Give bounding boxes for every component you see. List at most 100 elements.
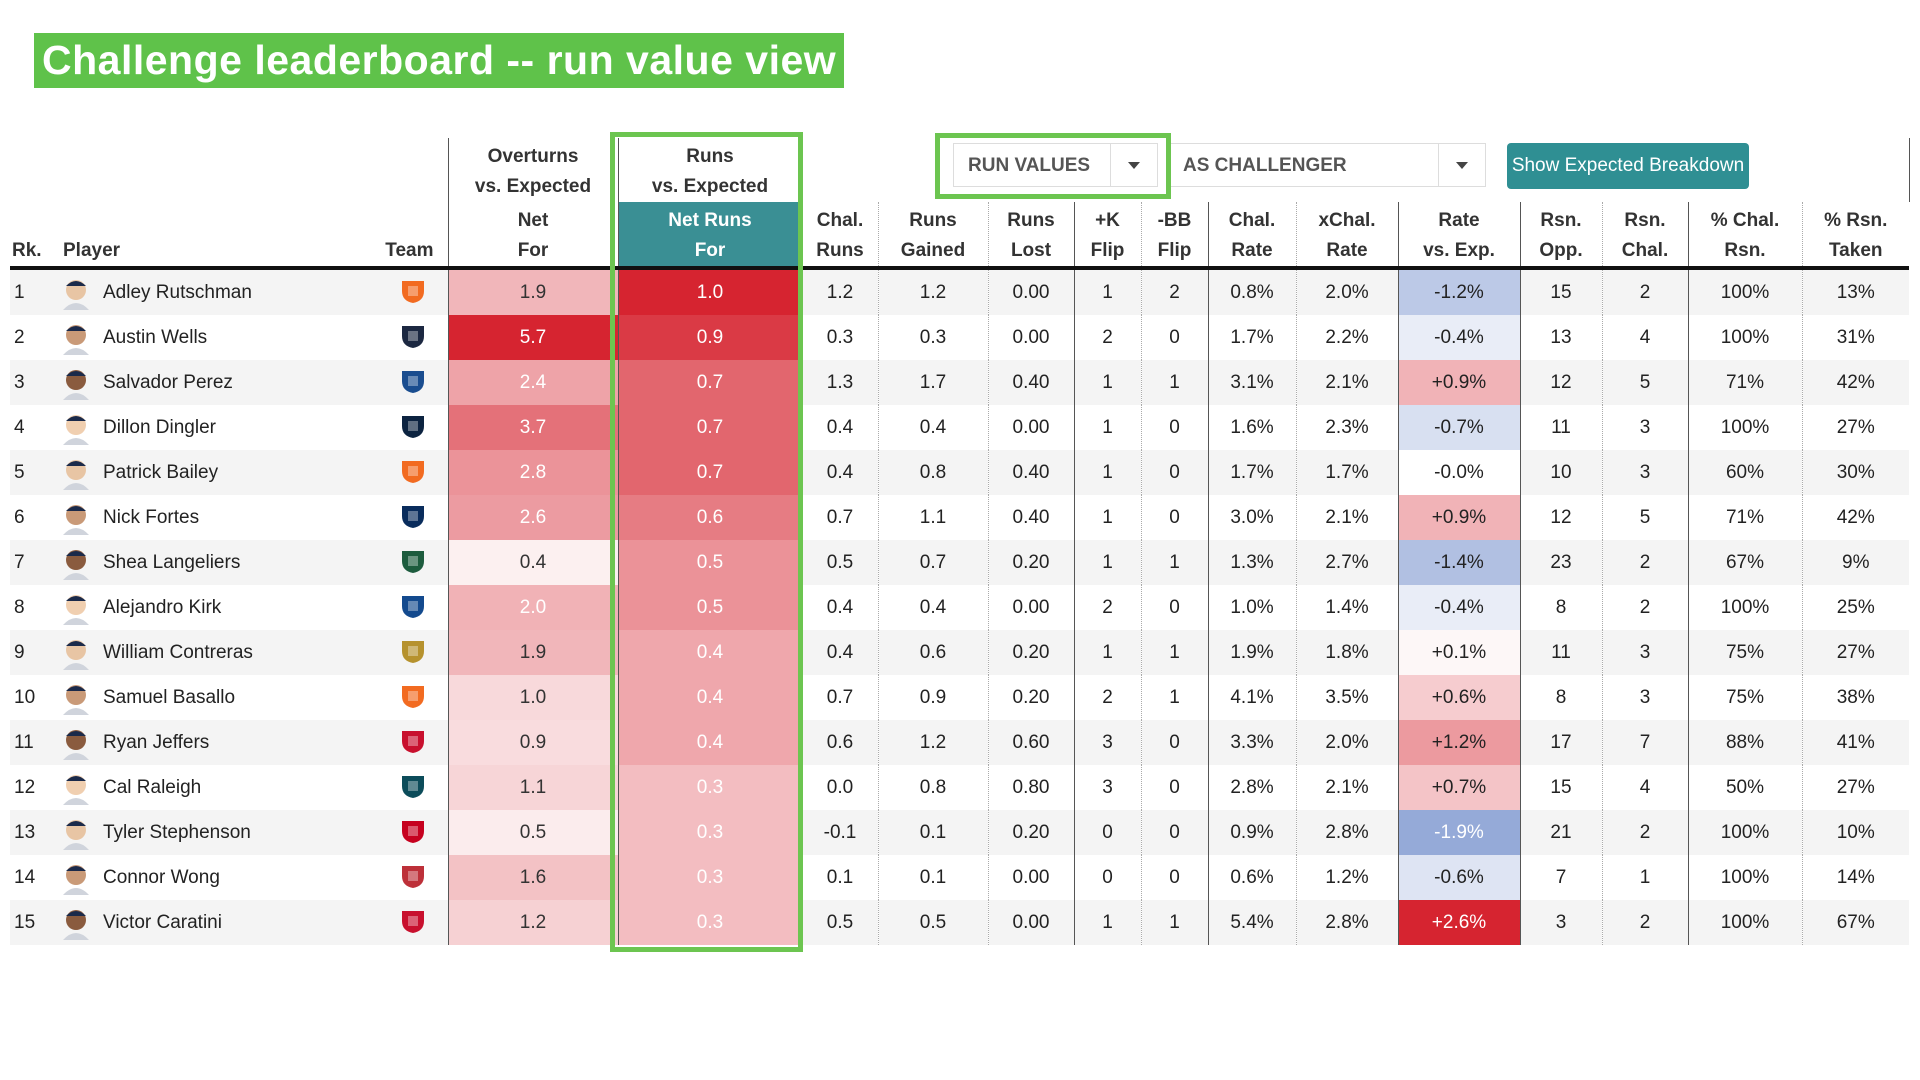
table-cell: 8 — [1520, 585, 1603, 630]
team-logo — [401, 550, 424, 573]
table-cell: 10 — [10, 675, 61, 720]
cell-text: Ryan Jeffers — [103, 731, 210, 753]
cell-text: 1.0 — [696, 281, 724, 303]
cell-text: 1.1 — [919, 506, 947, 528]
table-cell: Shea Langeliers — [61, 540, 367, 585]
logo-shape — [401, 460, 424, 483]
cell-text: 0 — [1169, 461, 1180, 483]
player-avatar — [63, 594, 89, 625]
table-cell: 0.7 — [878, 540, 989, 585]
table-cell — [367, 765, 449, 810]
table-cell: 23 — [1520, 540, 1603, 585]
table-cell: 0.80 — [988, 765, 1075, 810]
cell-text: 10 — [14, 686, 36, 708]
cell-text: 0.7 — [696, 371, 724, 393]
table-cell: 0.6% — [1208, 855, 1297, 900]
table-cell: 3 — [1602, 630, 1689, 675]
table-cell: 1.1 — [448, 765, 619, 810]
cell-text: 0 — [1169, 506, 1180, 528]
table-cell: 38% — [1802, 675, 1909, 720]
table-cell: 0.0 — [802, 765, 879, 810]
table-cell: 1.2 — [878, 720, 989, 765]
cell-text: 2 — [1639, 551, 1651, 573]
header-line: xChal. — [1318, 210, 1376, 231]
cell-text: 3 — [1639, 686, 1651, 708]
table-cell: 13% — [1802, 268, 1909, 315]
table-cell — [367, 405, 449, 450]
cell-text: 1 — [1102, 641, 1113, 663]
table-cell: 2 — [1074, 315, 1142, 360]
cell-text: 2 — [1639, 821, 1651, 843]
avatar-jersey — [63, 482, 89, 490]
table-cell: 0.5 — [448, 810, 619, 855]
header-line: Lost — [1010, 240, 1052, 261]
header-line: Flip — [1090, 240, 1125, 261]
table-cell: 6 — [10, 495, 61, 540]
cell-text: 0.6 — [826, 731, 854, 753]
table-cell: Tyler Stephenson — [61, 810, 367, 855]
table-cell: 0.1 — [878, 810, 989, 855]
data-row: 4 Dillon Dingler 3.7 0.7 0.4 0.4 0.00 1 0 1.6% 2.3… — [10, 405, 1909, 450]
cell-text: -0.6% — [1434, 866, 1484, 888]
avatar-cap — [66, 640, 86, 646]
table-cell: 14 — [10, 855, 61, 900]
cell-text: 2 — [1102, 686, 1113, 708]
cell-text: 1.3% — [1230, 551, 1274, 573]
table-cell: 0 — [1074, 810, 1142, 855]
cell-text: 41% — [1836, 731, 1875, 753]
cell-text: 17 — [1550, 731, 1572, 753]
header-line: Rate — [1326, 240, 1368, 261]
table-cell: +2.6% — [1398, 900, 1521, 945]
cell-text: 0.4 — [826, 596, 854, 618]
table-cell: +0.9% — [1398, 495, 1521, 540]
avatar-cap — [66, 415, 86, 421]
avatar-jersey — [63, 617, 89, 625]
cell-text: 1.1 — [519, 776, 547, 798]
cell-text: 12 — [14, 776, 36, 798]
logo-shape — [401, 640, 424, 663]
cell-text: 0 — [1102, 821, 1113, 843]
table-cell: 10% — [1802, 810, 1909, 855]
table-cell: 0.3 — [802, 315, 879, 360]
table-cell: 1 — [1074, 900, 1142, 945]
table-cell: -0.6% — [1398, 855, 1521, 900]
player-avatar — [63, 729, 89, 760]
cell-text: 1 — [1639, 866, 1651, 888]
header-line: Player — [63, 240, 121, 261]
column-header: xChal. Rate — [1296, 202, 1399, 270]
cell-text: 1.6% — [1230, 416, 1274, 438]
table-cell: 0.3 — [618, 855, 803, 900]
logo-detail — [407, 285, 418, 296]
cell-text: 2.0% — [1325, 281, 1369, 303]
logo-detail — [407, 600, 418, 611]
table-cell: 0 — [1141, 810, 1209, 855]
avatar-jersey — [63, 797, 89, 805]
table-cell: 3.3% — [1208, 720, 1297, 765]
group-header-row: Overturns vs. Expected Runs vs. Expected — [10, 138, 1910, 202]
cell-text: +0.7% — [1431, 776, 1487, 798]
cell-text: 2.0% — [1325, 731, 1369, 753]
cell-text: 2.6 — [519, 506, 547, 528]
cell-text: Adley Rutschman — [103, 281, 252, 303]
cell-text: 9 — [14, 641, 25, 663]
header-line: Chal. — [1621, 240, 1669, 261]
table-cell: 1.3 — [802, 360, 879, 405]
table-cell: 1 — [1074, 540, 1142, 585]
cell-text: 42% — [1836, 371, 1875, 393]
logo-detail — [407, 735, 418, 746]
table-cell: 42% — [1802, 495, 1909, 540]
cell-text: 13 — [14, 821, 36, 843]
cell-text: -0.1 — [823, 821, 857, 843]
cell-text: 0.9 — [919, 686, 947, 708]
table-cell — [367, 630, 449, 675]
table-cell: -0.1 — [802, 810, 879, 855]
cell-text: -0.0% — [1434, 461, 1484, 483]
logo-detail — [407, 825, 418, 836]
logo-detail — [407, 780, 418, 791]
avatar-cap — [66, 460, 86, 466]
table-cell: 7 — [1602, 720, 1689, 765]
cell-text: 4.1% — [1230, 686, 1274, 708]
table-cell: 25% — [1802, 585, 1909, 630]
table-cell: 12 — [10, 765, 61, 810]
header-line: For — [694, 240, 726, 261]
